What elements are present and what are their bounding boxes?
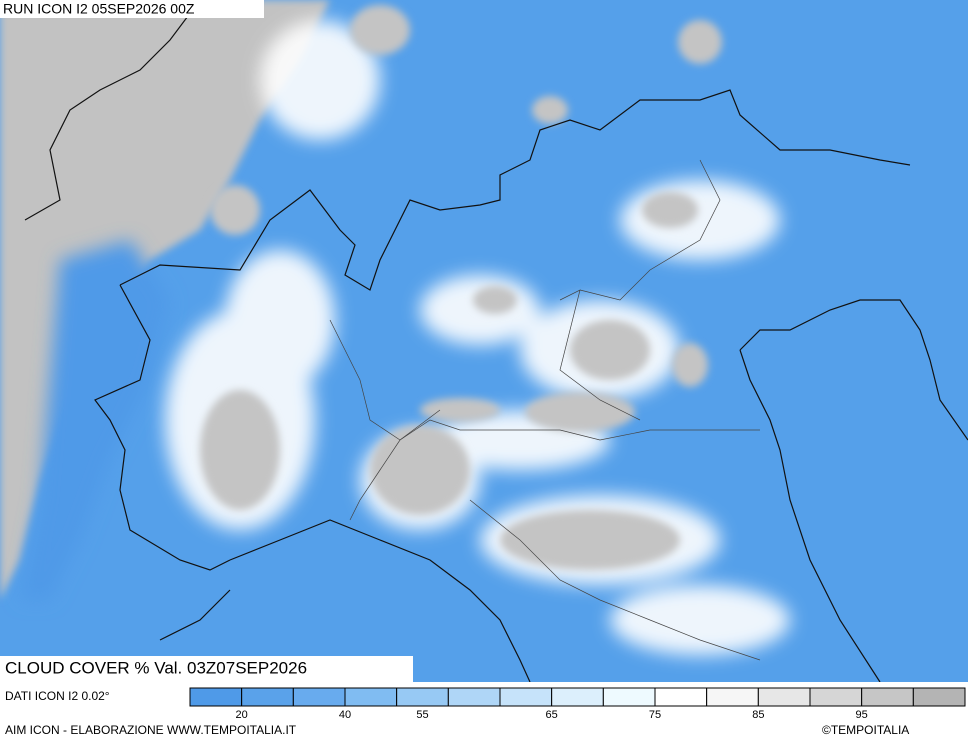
colorbar-swatch: [706, 687, 759, 707]
colorbar-tick-label: 75: [649, 709, 661, 721]
colorbar-tick-label: 85: [752, 709, 764, 721]
colorbar-swatch: [912, 687, 966, 707]
colorbar-swatch: [654, 687, 708, 707]
colorbar-swatch: [396, 687, 449, 707]
colorbar-swatch: [499, 687, 553, 707]
colorbar-swatch: [447, 687, 501, 707]
colorbar-swatch: [344, 687, 398, 707]
credit: AIM ICON - ELABORAZIONE WWW.TEMPOITALIA.…: [5, 723, 297, 737]
colorbar-swatch: [602, 687, 656, 707]
colorbar-swatch: [809, 687, 863, 707]
colorbar-swatch: [189, 687, 243, 707]
title-box: [0, 656, 413, 682]
colorbar-swatch: [241, 687, 294, 707]
run-label: RUN ICON I2 05SEP2026 00Z: [3, 1, 195, 17]
colorbar-tick-label: 65: [546, 709, 558, 721]
colorbar-tick-label: 20: [236, 709, 248, 721]
copyright: ©TEMPOITALIA: [822, 723, 909, 737]
source: DATI ICON I2 0.02°: [5, 689, 110, 703]
colorbar: 20 40 55 65 75 85 95: [189, 687, 966, 721]
colorbar-tick-label: 40: [339, 709, 351, 721]
colorbar-tick-label: 95: [856, 709, 868, 721]
map: [0, 0, 968, 683]
colorbar-swatch: [861, 687, 914, 707]
colorbar-swatch: [292, 687, 346, 707]
header-box: [0, 0, 264, 18]
colorbar-swatch: [757, 687, 811, 707]
colorbar-tick-label: 55: [416, 709, 428, 721]
colorbar-swatch: [551, 687, 604, 707]
map-title: CLOUD COVER % Val. 03Z07SEP2026: [5, 658, 307, 677]
